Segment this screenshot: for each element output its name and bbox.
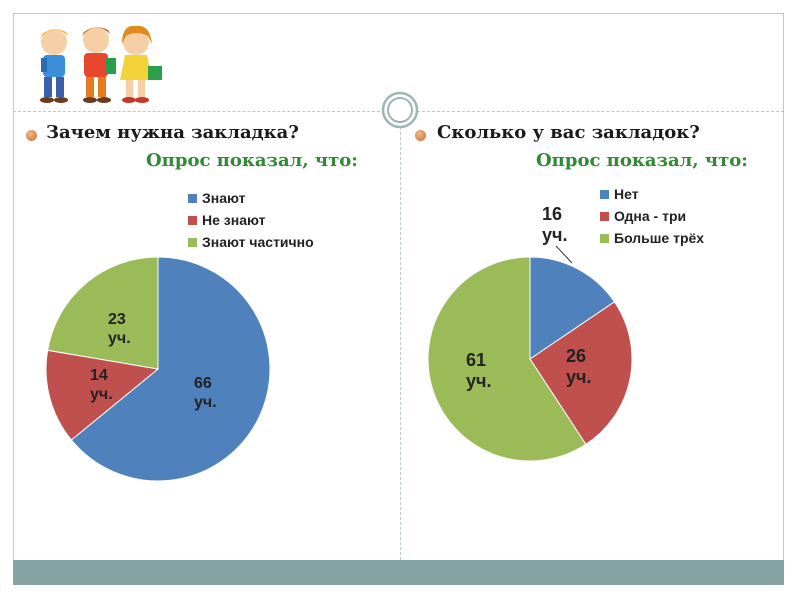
legend-item: Нет	[600, 183, 704, 205]
slice-label-znayut-chastichno: 23 уч.	[108, 310, 131, 348]
slice-value: 26	[566, 346, 587, 366]
left-title-bullet	[26, 130, 37, 141]
divider-ring	[381, 91, 419, 129]
slice-label-znayut: 66 уч.	[194, 374, 217, 412]
slice-label-bolshe-tryokh: 61 уч.	[466, 350, 491, 392]
left-subtitle: Опрос показал, что:	[146, 150, 358, 171]
children-clipart	[40, 25, 162, 103]
pie-slice-1	[70, 256, 271, 482]
left-chart-legend: Знают Не знают Знают частично	[188, 187, 314, 253]
slice-unit: уч.	[542, 225, 568, 245]
pie-slice-2	[529, 301, 633, 446]
legend-item: Одна - три	[600, 205, 704, 227]
child-3-figure	[120, 25, 162, 103]
slice-unit: уч.	[90, 386, 113, 403]
slice-unit: уч.	[566, 367, 592, 387]
pie-slice-3	[427, 256, 587, 462]
legend-swatch	[600, 233, 609, 243]
slice-unit: уч.	[108, 330, 131, 347]
legend-label: Нет	[614, 186, 639, 202]
legend-item: Знают частично	[188, 231, 314, 253]
pie-slice-3	[46, 256, 159, 370]
column-divider	[400, 112, 401, 560]
legend-item: Знают	[188, 187, 314, 209]
slice-leader-line	[555, 245, 573, 264]
pie-slice-2	[45, 349, 160, 441]
child-2-figure	[82, 27, 116, 103]
right-title-bullet	[415, 130, 426, 141]
slice-label-odna-tri: 26 уч.	[566, 346, 591, 388]
legend-swatch	[600, 211, 609, 221]
legend-label: Одна - три	[614, 208, 687, 224]
slice-unit: уч.	[466, 371, 492, 391]
legend-item: Не знают	[188, 209, 314, 231]
legend-label: Знают	[202, 190, 246, 206]
slice-value: 14	[90, 367, 108, 384]
legend-swatch	[188, 237, 197, 247]
slice-value: 23	[108, 311, 126, 328]
right-title: Сколько у вас закладок?	[437, 122, 700, 143]
left-title: Зачем нужна закладка?	[46, 122, 299, 143]
footer-bar	[13, 560, 784, 585]
legend-swatch	[600, 189, 609, 199]
legend-label: Больше трёх	[614, 230, 705, 246]
legend-swatch	[188, 193, 197, 203]
right-subtitle: Опрос показал, что:	[536, 150, 748, 171]
slice-value: 16	[542, 204, 563, 224]
slice-value: 61	[466, 350, 487, 370]
child-1-figure	[40, 29, 68, 103]
slice-label-net: 16 уч.	[542, 204, 567, 246]
pie-slice-1	[529, 256, 616, 360]
legend-label: Знают частично	[202, 234, 314, 250]
legend-swatch	[188, 215, 197, 225]
slice-unit: уч.	[194, 394, 217, 411]
right-chart-legend: Нет Одна - три Больше трёх	[600, 183, 704, 249]
legend-label: Не знают	[202, 212, 266, 228]
slice-label-ne-znayut: 14 уч.	[90, 366, 113, 404]
slice-value: 66	[194, 375, 212, 392]
legend-item: Больше трёх	[600, 227, 704, 249]
